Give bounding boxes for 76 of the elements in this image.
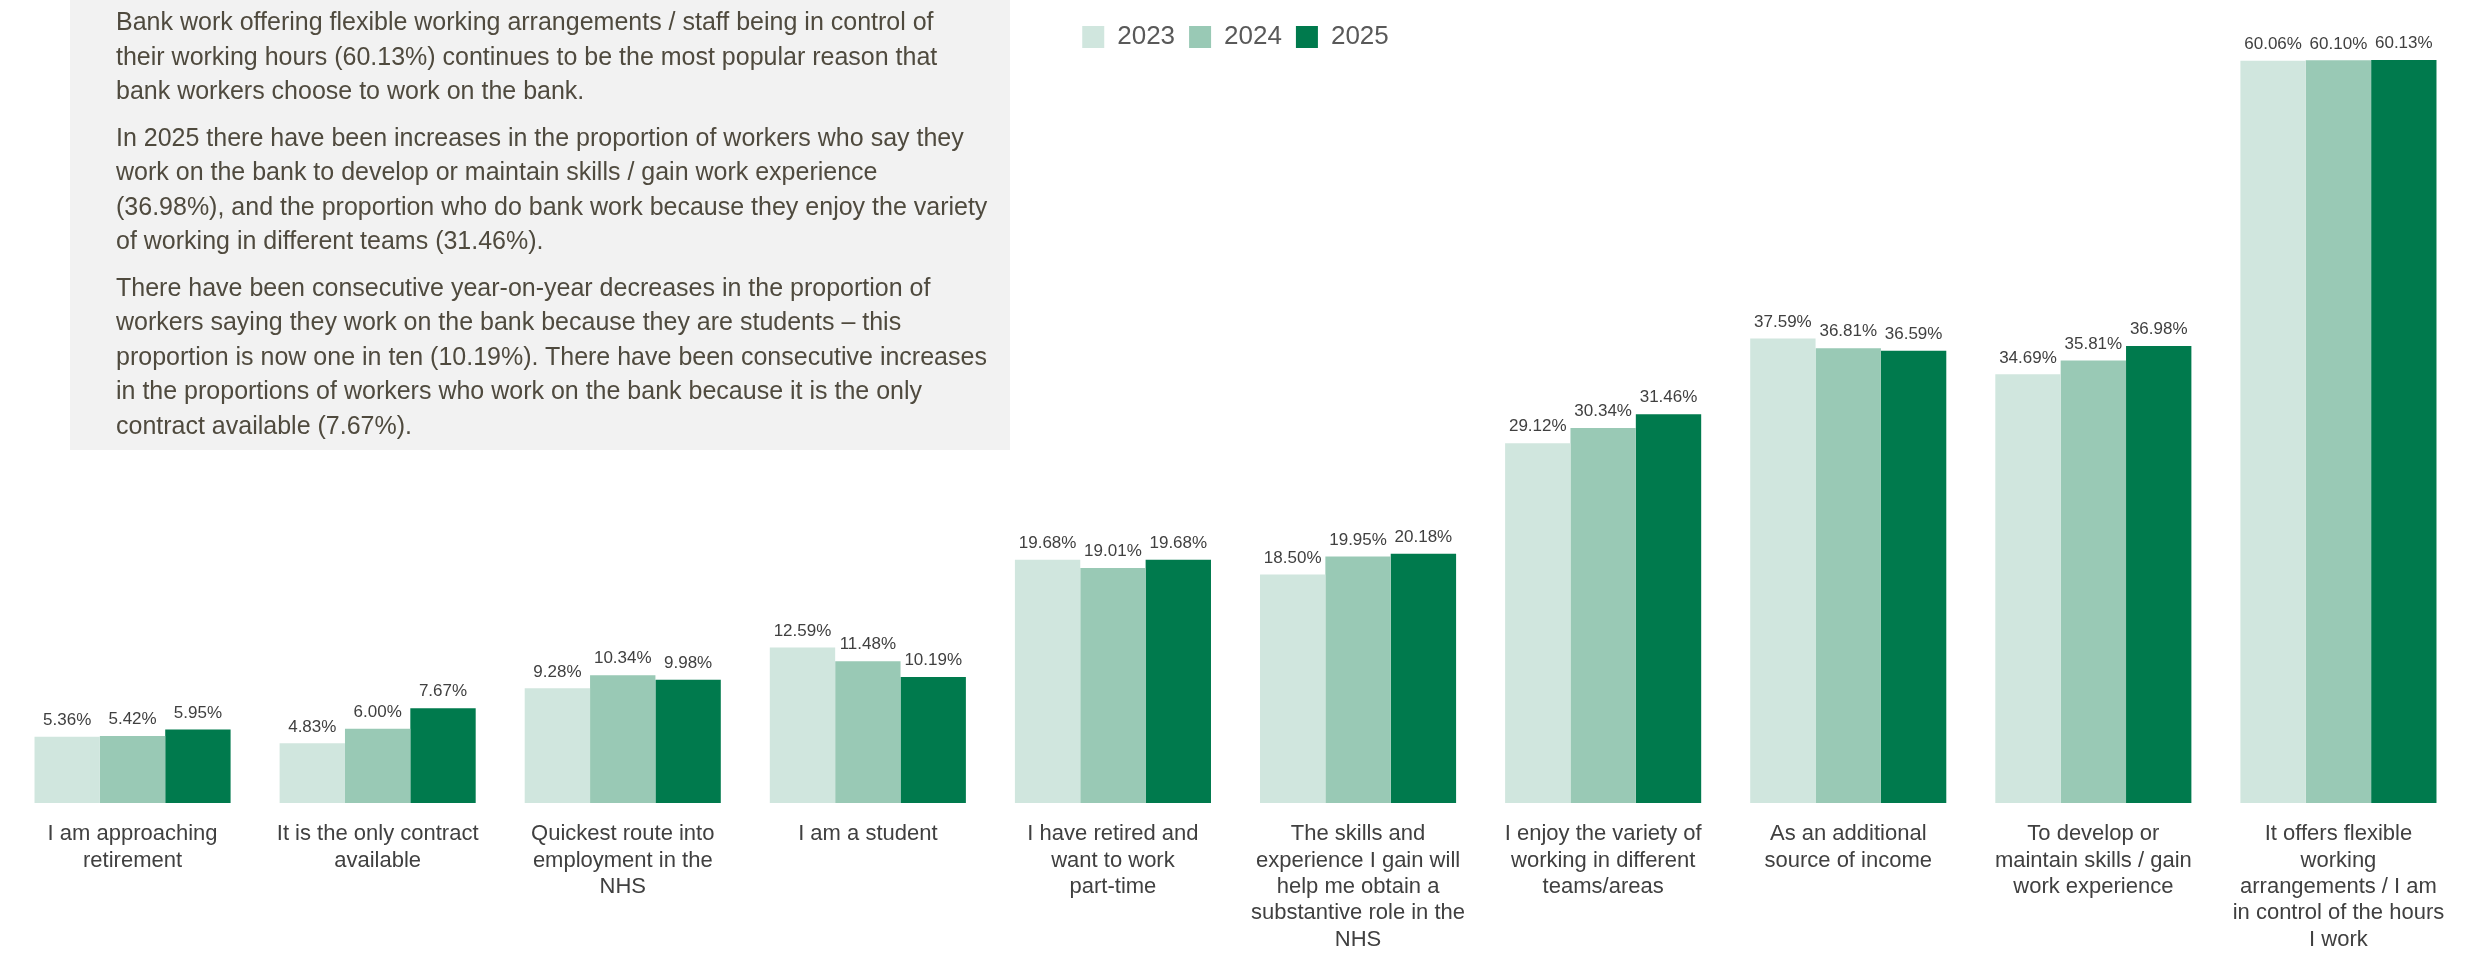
bar [1260, 574, 1326, 803]
x-tick-label: I am approaching retirement [47, 820, 218, 872]
data-label: 19.68% [1018, 533, 1077, 553]
bar [2060, 360, 2127, 803]
bar [2126, 346, 2192, 803]
data-label: 36.59% [1884, 324, 1943, 344]
data-label: 5.42% [108, 709, 157, 729]
data-label: 60.10% [2309, 33, 2368, 53]
data-label: 34.69% [1999, 347, 2057, 367]
data-label: 5.36% [43, 709, 92, 729]
bar [99, 736, 166, 803]
bar [769, 647, 836, 803]
legend-label: 2023 [1117, 20, 1176, 51]
bar [1080, 568, 1146, 803]
bar [2371, 60, 2437, 803]
data-label: 36.81% [1819, 321, 1878, 341]
legend-label: 2025 [1330, 20, 1389, 51]
bar [1145, 559, 1211, 803]
bar [1750, 338, 1816, 803]
annotation: In 2025 there have been increases in the proportion of workers who say they work on the bank to develop or maintain skills / gain work experience (36.98%), and the proportion who do bank work because they enjoy the variety of working in different teams (31.46%). [116, 121, 988, 256]
data-label: 12.59% [773, 620, 832, 640]
data-label: 19.01% [1084, 541, 1142, 561]
x-tick-label: To develop or maintain skills / gain work experience [1994, 820, 2192, 899]
bar [1505, 443, 1571, 803]
data-label: 6.00% [353, 702, 402, 722]
bar [34, 736, 100, 803]
bar [524, 688, 591, 803]
x-tick-label: I enjoy the variety of working in different teams/areas [1504, 820, 1703, 899]
legend-label: 2024 [1224, 20, 1282, 51]
x-tick-label: It is the only contract available [276, 820, 479, 872]
data-label: 11.48% [839, 634, 897, 654]
bar [590, 675, 656, 803]
data-label: 5.95% [173, 702, 223, 722]
data-label: 29.12% [1508, 416, 1567, 436]
data-label: 35.81% [2064, 333, 2123, 353]
x-tick-label: The skills and experience I gain will help me obtain a substantive role in the NHS [1251, 820, 1466, 951]
data-label: 18.50% [1263, 547, 1322, 567]
bar [344, 728, 411, 803]
data-label: 19.95% [1329, 529, 1387, 549]
data-label: 7.67% [418, 681, 468, 701]
bar [2240, 60, 2306, 803]
bar [410, 708, 476, 803]
data-label: 20.18% [1394, 526, 1453, 546]
x-tick-label: As an additional source of income [1764, 820, 1933, 872]
bar [279, 743, 345, 803]
annotation: There have been consecutive year-on-year decreases in the proportion of workers saying they work on the bank because they are students – this proportion is now one in ten (10.19%). There have been consecutive increases in the proportions of workers who work on the bank because it is the only contract available (7.67%). [116, 271, 988, 441]
data-label: 60.13% [2374, 33, 2433, 53]
bar [1014, 559, 1081, 803]
x-tick-label: I have retired and want to work part-time [1027, 820, 1199, 899]
data-label: 30.34% [1574, 401, 1632, 421]
bar [835, 661, 901, 803]
data-label: 37.59% [1754, 311, 1812, 331]
data-label: 9.28% [533, 661, 582, 681]
data-label: 36.98% [2129, 319, 2188, 339]
data-label: 31.46% [1639, 387, 1698, 407]
data-label: 60.06% [2244, 34, 2302, 54]
bar [1815, 348, 1881, 803]
annotation: Bank work offering flexible working arrangements / staff being in control of their working hours (60.13%) continues to be the most popular reason that bank workers choose to work on the bank. [116, 6, 939, 106]
bar [165, 729, 231, 803]
data-label: 10.34% [593, 648, 652, 668]
bar [1635, 414, 1702, 803]
data-label: 19.68% [1149, 533, 1208, 553]
x-tick-label: I am a student [798, 820, 938, 846]
bar [1390, 553, 1457, 803]
bar [1995, 374, 2061, 803]
x-tick-label: It offers flexible working arrangements / I am in control of the hours I work [2232, 820, 2445, 951]
data-label: 10.19% [904, 650, 963, 670]
bar [655, 679, 721, 803]
data-label: 9.98% [664, 652, 713, 672]
bar [1880, 350, 1947, 803]
x-tick-label: Quickest route into employment in the NHS [531, 820, 715, 899]
bar [1325, 556, 1391, 803]
bar [900, 677, 966, 803]
bar [1570, 428, 1636, 803]
bar [2305, 60, 2372, 803]
data-label: 4.83% [288, 716, 337, 736]
